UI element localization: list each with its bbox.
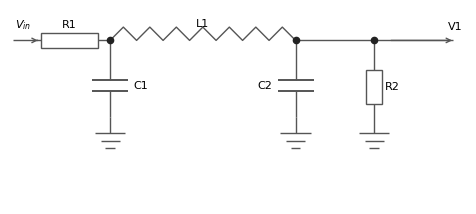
- Text: C1: C1: [133, 81, 148, 91]
- Text: C2: C2: [257, 81, 271, 91]
- Bar: [366, 70, 381, 104]
- Bar: [41, 33, 98, 48]
- Text: V1: V1: [447, 22, 461, 32]
- Text: R1: R1: [62, 20, 77, 30]
- Text: V$_{in}$: V$_{in}$: [15, 18, 31, 32]
- Text: R2: R2: [384, 82, 398, 92]
- Text: L1: L1: [196, 19, 209, 28]
